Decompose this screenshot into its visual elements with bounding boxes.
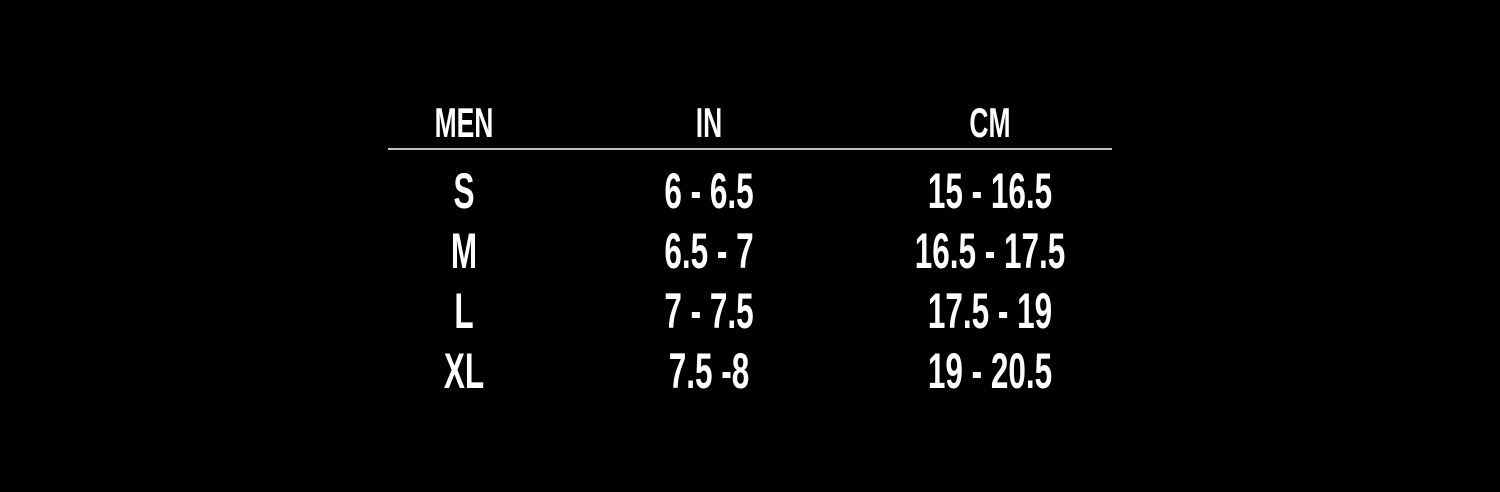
table-cell: 6 - 6.5 bbox=[664, 163, 753, 219]
table-cell: 7.5 -8 bbox=[669, 343, 750, 399]
header-cell: IN bbox=[696, 100, 722, 147]
header-cell: CM bbox=[969, 100, 1010, 147]
table-cell: 19 - 20.5 bbox=[928, 343, 1052, 399]
table-cell: 6.5 - 7 bbox=[664, 223, 753, 279]
table-cell: S bbox=[453, 163, 474, 219]
table-cell: M bbox=[451, 223, 477, 279]
table-cells: MEN IN CM S 6 - 6.5 15 - 16.5 M 6.5 - 7 16.5 - 1… bbox=[435, 100, 1066, 399]
table-cell: 17.5 - 19 bbox=[928, 283, 1052, 339]
table-cell: 15 - 16.5 bbox=[928, 163, 1052, 219]
table-cell: 16.5 - 17.5 bbox=[915, 223, 1066, 279]
table-cell: XL bbox=[444, 343, 484, 399]
table-cell: L bbox=[454, 283, 473, 339]
table-cell: 7 - 7.5 bbox=[664, 283, 753, 339]
header-cell: MEN bbox=[435, 100, 494, 147]
